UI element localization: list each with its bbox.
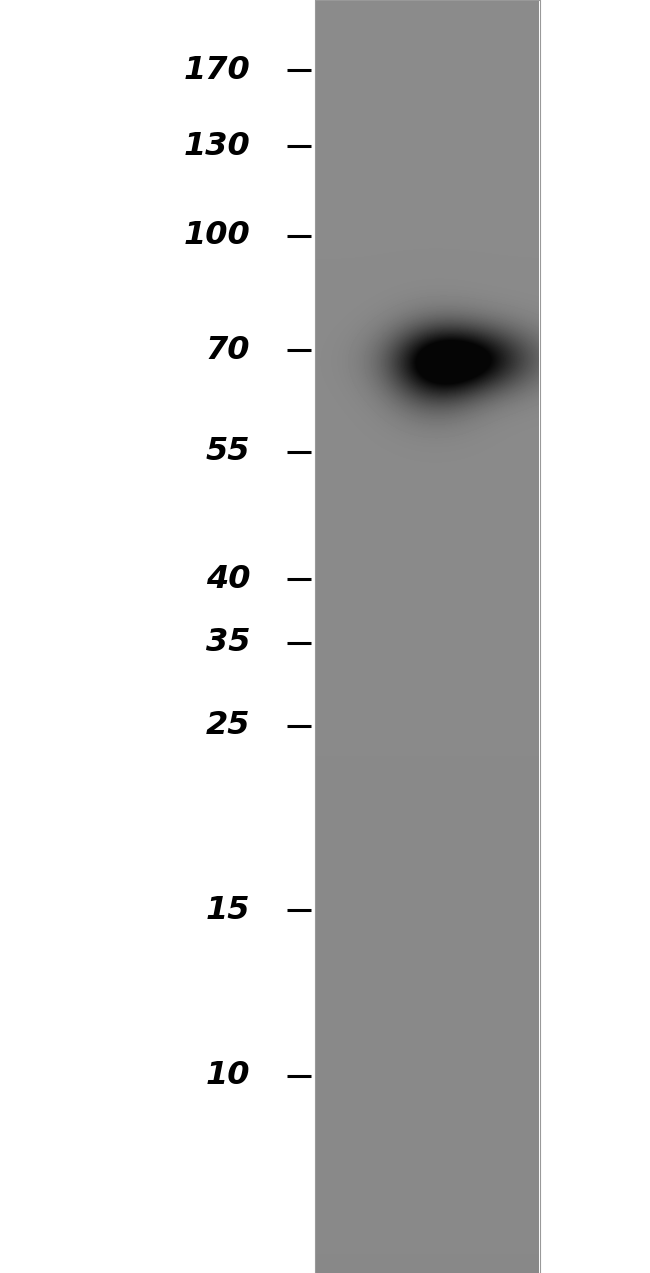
- Text: 170: 170: [183, 55, 250, 85]
- Text: 25: 25: [206, 710, 250, 741]
- Text: 70: 70: [206, 335, 250, 365]
- Text: 100: 100: [183, 220, 250, 251]
- Text: 40: 40: [206, 564, 250, 594]
- Text: 15: 15: [206, 895, 250, 925]
- Text: 10: 10: [206, 1060, 250, 1091]
- Text: 35: 35: [206, 628, 250, 658]
- Text: 55: 55: [206, 437, 250, 467]
- Text: 130: 130: [183, 131, 250, 162]
